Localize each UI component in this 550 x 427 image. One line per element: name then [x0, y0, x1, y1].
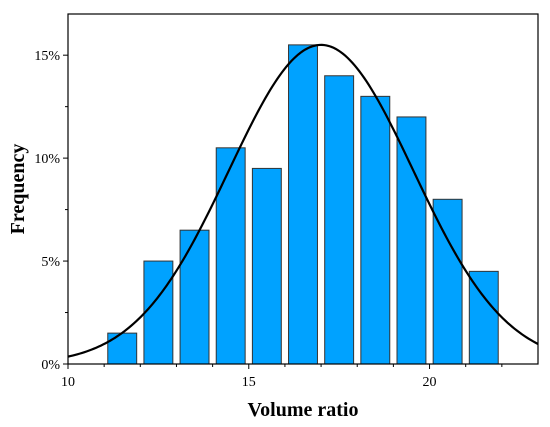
bar-10	[432, 198, 463, 365]
x-tick-label: 20	[423, 375, 437, 390]
y-axis-label: Frequency	[7, 144, 29, 235]
y-tick-label: 5%	[41, 255, 60, 270]
y-tick-label: 15%	[34, 49, 60, 64]
y-tick-label: 0%	[41, 358, 60, 373]
bar-1	[107, 332, 138, 365]
x-tick-label: 15	[242, 375, 256, 390]
x-axis-label: Volume ratio	[248, 399, 359, 421]
bar-6	[288, 44, 318, 365]
bar-7	[324, 75, 355, 365]
bar-8	[360, 95, 391, 365]
bar-9	[396, 116, 427, 365]
bar-3	[179, 229, 210, 365]
y-tick-label: 10%	[34, 152, 60, 167]
bar-4	[215, 147, 246, 365]
x-tick-label: 10	[61, 375, 75, 390]
bars-layer	[107, 44, 499, 365]
normal-fit-curve	[67, 43, 539, 358]
bar-5	[251, 167, 282, 365]
bar-11	[468, 270, 499, 365]
bar-2	[143, 260, 174, 365]
ticks-layer: 10 15 20 0% 5% 10% 15%	[34, 49, 503, 390]
plot-frame	[67, 13, 539, 365]
